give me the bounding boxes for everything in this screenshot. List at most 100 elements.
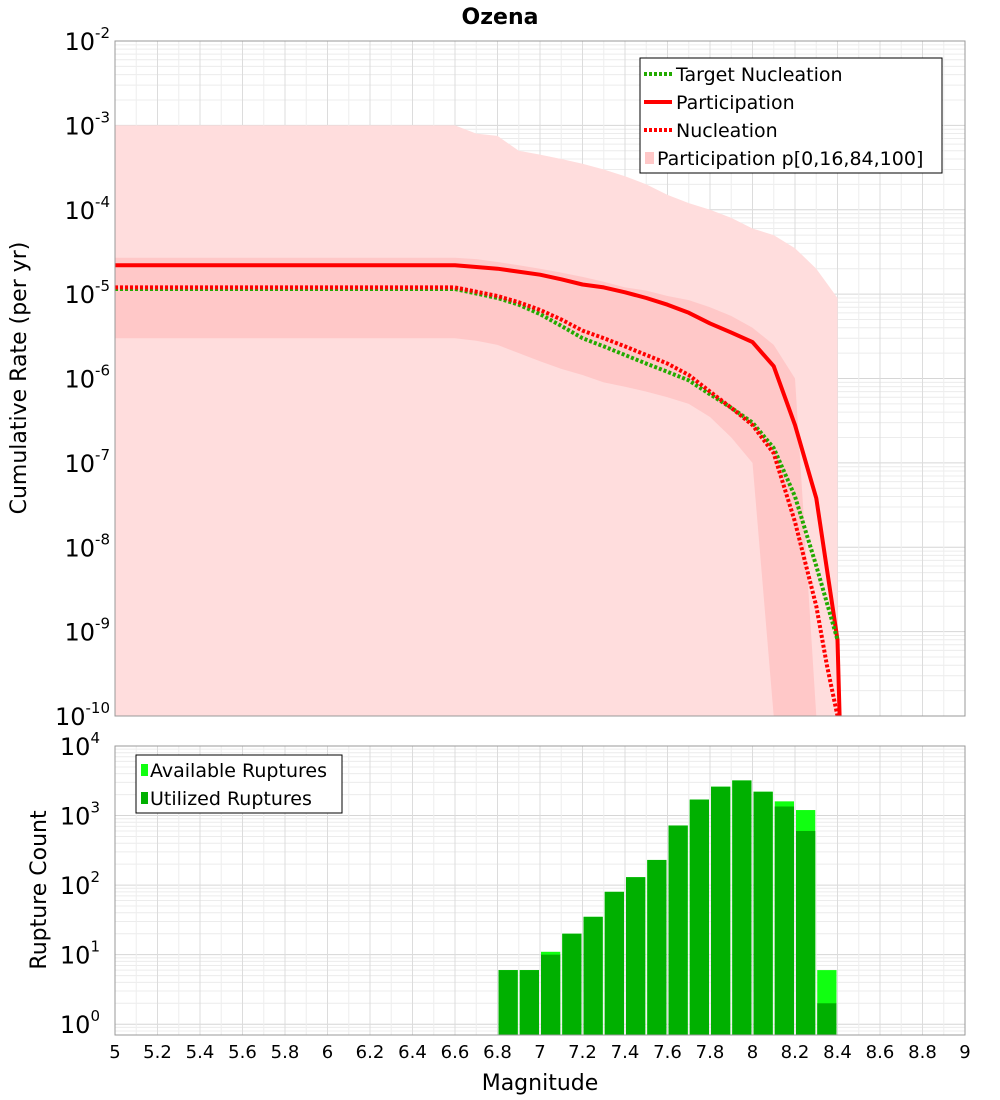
bottom-y-tick: 104 <box>60 729 100 761</box>
x-tick-label: 6 <box>322 1042 333 1063</box>
bar-utilized-ruptures <box>689 799 709 1035</box>
top-y-tick-label: 10-8 <box>64 530 110 562</box>
tick-base: 10 <box>60 733 91 761</box>
bar-utilized-ruptures <box>668 825 688 1035</box>
bottom-y-tick: 103 <box>60 799 100 831</box>
top-y-tick: 10-9 <box>64 615 110 647</box>
x-tick-label: 5.6 <box>228 1042 257 1063</box>
bar-utilized-ruptures <box>753 791 773 1035</box>
legend-label: Participation <box>676 92 795 114</box>
bar-utilized-ruptures <box>583 916 603 1035</box>
tick-base: 10 <box>60 803 91 831</box>
bar-utilized-ruptures <box>541 954 561 1035</box>
top-y-tick: 10-6 <box>64 362 110 394</box>
tick-exponent: -5 <box>95 277 110 295</box>
series-line-participation <box>115 263 842 717</box>
bar-utilized-ruptures <box>604 891 624 1035</box>
x-tick-label: 7.8 <box>696 1042 725 1063</box>
tick-exponent: -7 <box>95 446 110 464</box>
tick-exponent: -10 <box>86 699 111 717</box>
x-tick-label: 6.2 <box>356 1042 385 1063</box>
bottom-y-tick-label: 100 <box>60 1007 100 1039</box>
tick-base: 10 <box>64 28 95 56</box>
x-tick-label: 7.4 <box>611 1042 640 1063</box>
top-y-tick-label: 10-7 <box>64 446 110 478</box>
x-tick-label: 6.8 <box>483 1042 512 1063</box>
bottom-y-tick-label: 104 <box>60 729 100 761</box>
bar-utilized-ruptures <box>732 780 752 1035</box>
chart-title: Ozena <box>462 5 539 30</box>
x-tick-label: 8.4 <box>823 1042 852 1063</box>
top-y-tick: 10-5 <box>64 277 110 309</box>
tick-base: 10 <box>60 1011 91 1039</box>
x-tick-label: 9 <box>959 1042 970 1063</box>
legend-label: Nucleation <box>676 120 778 142</box>
legend-swatch-bar <box>141 792 148 804</box>
series-line-target-nucleation <box>115 287 840 641</box>
bottom-y-tick: 100 <box>60 1007 100 1039</box>
bottom-legend: Available Ruptures Utilized Ruptures <box>135 754 343 814</box>
legend-swatch-bar <box>141 764 148 776</box>
bottom-legend-box <box>135 754 343 814</box>
bar-utilized-ruptures <box>562 933 582 1035</box>
x-tick-label: 5.8 <box>271 1042 300 1063</box>
top-y-tick-label: 10-5 <box>64 277 110 309</box>
bar-utilized-ruptures <box>519 970 539 1035</box>
top-y-tick: 10-8 <box>64 530 110 562</box>
participation-bands <box>115 125 838 716</box>
tick-base: 10 <box>60 872 91 900</box>
top-y-tick-label: 10-3 <box>64 108 110 140</box>
bottom-y-tick: 102 <box>60 868 100 900</box>
top-y-tick-label: 10-9 <box>64 615 110 647</box>
bar-utilized-ruptures <box>498 970 518 1035</box>
top-y-tick: 10-10 <box>55 699 110 731</box>
top-plot-frame <box>114 40 966 717</box>
bottom-y-tick-label: 101 <box>60 938 100 970</box>
top-y-axis-label: Cumulative Rate (per yr) <box>7 242 32 515</box>
tick-exponent: -3 <box>95 108 110 126</box>
tick-base: 10 <box>64 450 95 478</box>
x-tick-label: 8.8 <box>908 1042 937 1063</box>
series-line-nucleation <box>115 285 840 717</box>
tick-exponent: 2 <box>90 868 100 886</box>
x-tick-label: 5 <box>109 1042 120 1063</box>
tick-base: 10 <box>64 619 95 647</box>
x-tick-label: 8.6 <box>866 1042 895 1063</box>
bar-utilized-ruptures <box>774 806 794 1035</box>
bottom-y-tick-label: 102 <box>60 868 100 900</box>
tick-base: 10 <box>55 703 86 731</box>
legend-label: Available Ruptures <box>150 760 327 782</box>
rupture-bars <box>498 780 837 1035</box>
x-tick-label: 7.6 <box>653 1042 682 1063</box>
tick-exponent: -6 <box>95 362 110 380</box>
top-y-tick: 10-7 <box>64 446 110 478</box>
band-p16-p84 <box>115 257 838 716</box>
legend-label: Target Nucleation <box>675 64 843 86</box>
tick-exponent: -9 <box>95 615 110 633</box>
x-tick-label: 6.4 <box>398 1042 427 1063</box>
x-tick-label: 5.2 <box>143 1042 172 1063</box>
x-tick-labels: 5 5.2 5.4 5.6 5.8 6 6.2 6.4 6.6 6.8 7 7.2 7.4 7.6 7.8 8… <box>109 1042 970 1063</box>
tick-exponent: -8 <box>95 530 110 548</box>
bar-utilized-ruptures <box>711 786 731 1035</box>
bar-utilized-ruptures <box>647 859 667 1035</box>
x-tick-label: 7.2 <box>568 1042 597 1063</box>
top-y-tick: 10-2 <box>64 24 110 56</box>
tick-base: 10 <box>64 366 95 394</box>
legend-label: Utilized Ruptures <box>150 788 312 810</box>
tick-base: 10 <box>64 534 95 562</box>
bottom-y-tick: 101 <box>60 938 100 970</box>
tick-exponent: -2 <box>95 24 110 42</box>
bottom-y-axis-label: Rupture Count <box>27 810 52 970</box>
tick-base: 10 <box>64 112 95 140</box>
legend-swatch-band <box>645 152 654 164</box>
tick-base: 10 <box>64 281 95 309</box>
tick-base: 10 <box>64 197 95 225</box>
bar-utilized-ruptures <box>817 1003 837 1035</box>
x-tick-label: 8 <box>747 1042 758 1063</box>
